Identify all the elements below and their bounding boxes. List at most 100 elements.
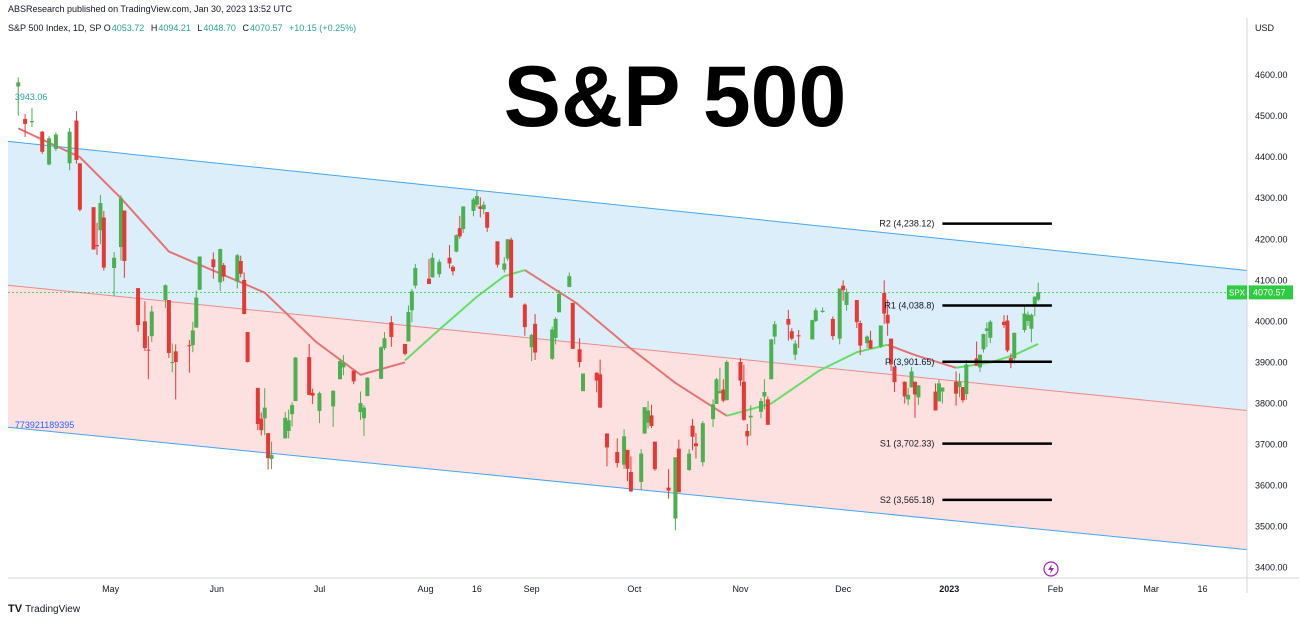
candle-body — [793, 343, 798, 355]
candle-body — [474, 196, 479, 205]
candle-body — [878, 325, 883, 347]
candle-body — [913, 381, 918, 395]
x-tick-label: Feb — [1048, 584, 1064, 594]
candle-body — [676, 448, 681, 493]
candle-body — [358, 403, 363, 413]
lightning-event-icon — [1043, 561, 1059, 577]
low-value: 4048.70 — [203, 23, 236, 33]
candle-body — [810, 320, 815, 340]
candle-body — [1005, 320, 1010, 351]
channel-annotation: 3943.06 — [15, 92, 48, 102]
candle-body — [820, 310, 825, 312]
candle-body — [74, 120, 79, 161]
candle-body — [1001, 321, 1006, 326]
y-tick-label: 3700.00 — [1255, 440, 1288, 450]
lower-channel-line — [7, 426, 1248, 551]
candle-body — [365, 377, 370, 397]
chart-title: S&P 500 — [504, 49, 847, 145]
candle-body — [163, 285, 168, 301]
y-tick-label: 3800.00 — [1255, 398, 1288, 408]
y-tick-label: 4000.00 — [1255, 316, 1288, 326]
candle-body — [738, 362, 743, 381]
candle-body — [598, 374, 603, 408]
candle-body — [717, 391, 722, 394]
candle-body — [190, 330, 195, 346]
candle-body — [984, 328, 989, 331]
candle-body — [317, 393, 322, 411]
y-tick-label: 3400.00 — [1255, 563, 1288, 573]
candle-body — [1036, 292, 1041, 300]
candle-body — [471, 199, 476, 211]
candle-body — [502, 263, 507, 270]
symbol-info-bar: S&P 500 Index, 1D, SP O4053.72 H4094.21 … — [8, 23, 356, 33]
candle-body — [406, 311, 411, 342]
moving-average-green-2 — [726, 343, 888, 417]
candle-body — [604, 433, 609, 448]
candle-body — [341, 362, 346, 368]
candle-body — [379, 347, 384, 379]
candle-body — [437, 261, 442, 275]
candle-body — [235, 255, 240, 282]
candle-body — [461, 206, 466, 229]
candle-body — [714, 379, 719, 404]
candle-body — [310, 392, 315, 396]
candle-body — [403, 343, 408, 354]
candle-body — [255, 387, 260, 425]
last-price-value: 4070.57 — [1253, 287, 1286, 297]
candle-body — [577, 349, 582, 363]
candle-body — [693, 443, 698, 447]
candle-body — [283, 417, 288, 439]
candle-body — [844, 292, 849, 305]
pivot-label: P (3,901.65) — [885, 357, 934, 367]
close-value: 4070.57 — [249, 23, 283, 33]
candle-body — [841, 285, 846, 291]
candle-body — [118, 198, 123, 248]
candle-body — [916, 385, 921, 398]
candle-body — [553, 318, 558, 338]
tradingview-footer[interactable]: TV TradingView — [8, 603, 80, 615]
low-label: L — [197, 23, 203, 33]
candle-body — [1022, 313, 1027, 330]
candle-body — [748, 415, 753, 418]
candle-body — [529, 334, 534, 348]
upper-channel-line — [7, 140, 1248, 271]
candle-body — [889, 338, 894, 365]
candle-body — [211, 259, 216, 268]
candle-body — [711, 404, 716, 420]
candle-body — [40, 131, 45, 152]
candle-body — [457, 228, 462, 237]
candle-body — [690, 425, 695, 437]
high-label: H — [150, 23, 158, 33]
y-tick-label: 4400.00 — [1255, 152, 1288, 162]
high-value: 4094.21 — [158, 23, 191, 33]
candle-body — [666, 487, 671, 491]
candle-body — [642, 407, 647, 434]
candle-body — [413, 267, 418, 286]
candle-body — [786, 318, 791, 325]
candle-body — [625, 449, 630, 469]
candle-body — [673, 457, 678, 519]
candle-body — [646, 410, 651, 423]
candle-body — [882, 293, 887, 314]
x-tick-label: 16 — [472, 584, 482, 594]
pivot-label: S2 (3,565.18) — [880, 495, 935, 505]
candle-body — [724, 362, 729, 401]
candle-body — [960, 387, 965, 401]
candle-body — [570, 302, 575, 349]
publisher-line: ABSResearch published on TradingView.com… — [8, 4, 293, 14]
y-tick-label: 4200.00 — [1255, 234, 1288, 244]
candle-body — [758, 401, 763, 412]
lower-channel-fill — [8, 285, 1247, 550]
middle-channel-line — [7, 284, 1248, 411]
candle-body — [238, 261, 243, 274]
symbol-line: S&P 500 Index, 1D, SP — [8, 23, 102, 33]
moving-average-red-3 — [887, 343, 957, 369]
pivot-label: S1 (3,702.33) — [880, 439, 935, 449]
last-price-badge — [1249, 285, 1293, 300]
candle-body — [23, 118, 28, 124]
candle-body — [53, 134, 58, 149]
candle-body — [194, 297, 199, 328]
candle-body — [245, 332, 250, 363]
candle-body — [567, 276, 572, 287]
